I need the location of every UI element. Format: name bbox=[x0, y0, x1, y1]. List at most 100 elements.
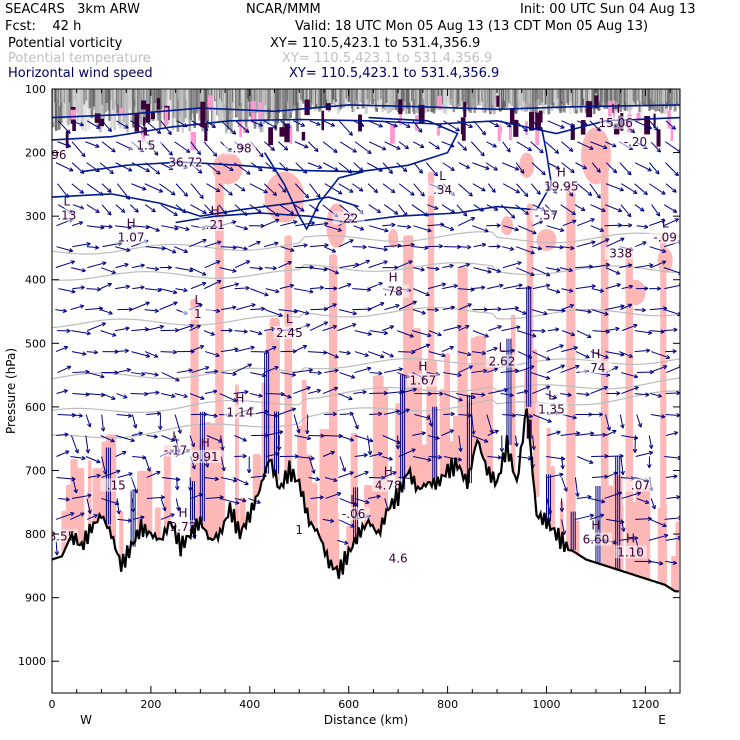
wind-arrowhead bbox=[449, 429, 455, 434]
wind-arrowhead bbox=[116, 469, 121, 474]
contour-label-bg bbox=[100, 478, 133, 492]
wind-arrowhead bbox=[173, 211, 178, 217]
wind-arrowhead bbox=[196, 150, 202, 156]
wind-vector bbox=[502, 307, 519, 311]
wind-arrowhead bbox=[605, 238, 610, 243]
wind-arrowhead bbox=[481, 130, 486, 136]
wind-arrowhead bbox=[441, 282, 447, 287]
wind-arrowhead bbox=[599, 288, 605, 293]
vertical-wind-spikes-layer bbox=[105, 100, 621, 570]
wind-arrowhead bbox=[514, 226, 519, 232]
wind-arrowhead bbox=[86, 241, 91, 247]
wind-vector bbox=[472, 351, 486, 354]
contour-label-bg bbox=[579, 360, 612, 374]
wind-vector bbox=[486, 141, 497, 148]
wind-vector bbox=[605, 183, 624, 191]
pv-noise-spot bbox=[496, 95, 500, 107]
wind-vector bbox=[649, 365, 668, 374]
wind-arrowhead bbox=[528, 413, 533, 419]
wind-arrowhead bbox=[480, 151, 485, 157]
wind-vector bbox=[427, 245, 443, 248]
wind-arrowhead bbox=[331, 248, 337, 253]
contour-value-label: 1.67 bbox=[410, 374, 437, 388]
wind-arrowhead bbox=[244, 128, 250, 133]
wind-arrowhead bbox=[93, 350, 99, 355]
wind-vector bbox=[325, 492, 342, 499]
x-tick-label: 1200 bbox=[631, 698, 659, 711]
wind-vector bbox=[221, 476, 237, 482]
wind-arrowhead bbox=[417, 128, 423, 133]
wind-vector bbox=[176, 477, 178, 490]
wind-vector bbox=[160, 204, 178, 217]
wind-arrowhead bbox=[140, 515, 145, 520]
contour-label-bg bbox=[273, 325, 306, 339]
wind-arrowhead bbox=[568, 147, 574, 152]
wind-arrowhead bbox=[647, 464, 652, 469]
wind-arrowhead bbox=[616, 391, 621, 396]
wind-vector bbox=[204, 476, 219, 480]
wind-arrowhead bbox=[333, 477, 338, 483]
wind-vector bbox=[577, 496, 592, 499]
contour-label-bg bbox=[530, 208, 563, 222]
wind-vector bbox=[515, 435, 518, 447]
wind-arrowhead bbox=[141, 186, 147, 191]
wind-arrowhead bbox=[124, 348, 129, 354]
wind-arrowhead bbox=[274, 241, 279, 246]
wind-arrowhead bbox=[333, 286, 338, 291]
contour-value-label: 4.6 bbox=[389, 552, 408, 566]
wind-vector bbox=[515, 246, 535, 254]
x-tick-label: 1000 bbox=[532, 698, 560, 711]
pv-max-marker bbox=[200, 101, 206, 128]
wind-vector bbox=[457, 351, 472, 356]
contour-label-bg bbox=[169, 155, 202, 169]
pv-noise-spot bbox=[509, 107, 515, 125]
wind-vector bbox=[561, 519, 566, 535]
pv-patch bbox=[580, 127, 611, 185]
wind-arrowhead bbox=[274, 218, 280, 223]
field-xy-wind: XY= 110.5,423.1 to 531.4,356.9 bbox=[289, 66, 500, 81]
wind-arrowhead bbox=[674, 218, 679, 223]
wind-vector bbox=[368, 120, 383, 128]
wind-arrowhead bbox=[192, 534, 197, 540]
wind-arrowhead bbox=[379, 302, 385, 307]
wind-arrowhead bbox=[170, 191, 176, 196]
wind-arrowhead bbox=[408, 260, 413, 265]
wind-arrowhead bbox=[514, 166, 520, 171]
pv-noise-spot bbox=[463, 101, 467, 118]
wind-arrowhead bbox=[450, 411, 455, 417]
wind-vector bbox=[532, 385, 550, 395]
wind-arrowhead bbox=[304, 310, 310, 315]
wind-vector bbox=[324, 413, 337, 416]
wind-vector bbox=[71, 221, 83, 227]
wind-vector bbox=[473, 243, 486, 248]
contour-extremum-marker: H bbox=[591, 347, 600, 361]
wind-arrowhead bbox=[191, 465, 196, 470]
wind-vector bbox=[233, 391, 249, 395]
wind-arrowhead bbox=[183, 192, 189, 197]
wind-vector bbox=[174, 225, 190, 231]
wind-arrowhead bbox=[619, 187, 624, 192]
wind-vector bbox=[249, 183, 268, 194]
wind-vector bbox=[56, 389, 68, 395]
wind-arrowhead bbox=[358, 187, 364, 192]
wind-vector bbox=[605, 237, 625, 248]
wind-vector bbox=[367, 351, 385, 358]
wind-vector bbox=[368, 495, 381, 499]
wind-vectors-layer bbox=[54, 120, 680, 566]
wind-arrowhead bbox=[627, 303, 633, 308]
pv-noise-column bbox=[235, 89, 239, 116]
contour-label-bg bbox=[545, 179, 578, 193]
wind-arrowhead bbox=[471, 394, 476, 400]
wind-vector bbox=[117, 518, 132, 522]
wind-arrowhead bbox=[245, 285, 250, 291]
wind-vector bbox=[458, 365, 473, 374]
wind-vector bbox=[219, 393, 237, 402]
wind-vector bbox=[308, 204, 319, 212]
wind-arrowhead bbox=[185, 226, 190, 232]
wind-vector bbox=[634, 349, 650, 353]
pv-noise-column bbox=[412, 89, 416, 115]
wind-arrowhead bbox=[366, 366, 372, 371]
wind-arrowhead bbox=[305, 430, 310, 435]
